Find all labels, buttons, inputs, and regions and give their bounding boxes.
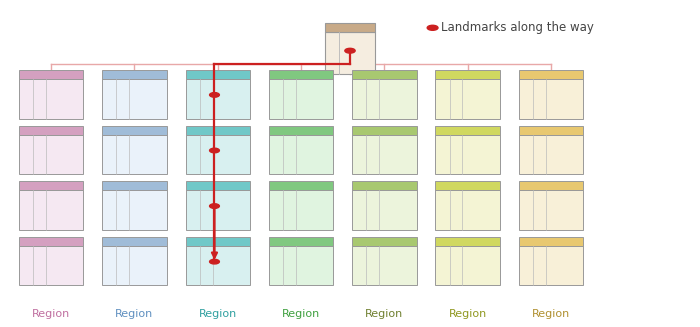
Bar — [269, 79, 333, 119]
Bar — [186, 190, 250, 230]
Bar — [19, 135, 83, 174]
Bar — [269, 246, 333, 285]
Bar — [269, 126, 333, 135]
Bar — [435, 190, 500, 230]
Bar — [186, 70, 250, 79]
Bar — [102, 135, 167, 174]
Bar — [102, 246, 167, 285]
Bar — [352, 190, 416, 230]
Bar — [19, 79, 83, 119]
Bar — [435, 181, 500, 190]
Bar — [435, 70, 500, 79]
Text: Landmarks along the way: Landmarks along the way — [442, 21, 594, 34]
Bar — [186, 246, 250, 285]
Bar — [186, 135, 250, 174]
Bar — [19, 237, 83, 246]
Bar — [269, 135, 333, 174]
Text: Region: Region — [365, 309, 403, 319]
Bar — [352, 70, 416, 79]
Text: Region: Region — [532, 309, 570, 319]
Bar — [352, 246, 416, 285]
Circle shape — [427, 25, 438, 30]
Bar — [102, 190, 167, 230]
Bar — [19, 190, 83, 230]
Bar — [19, 246, 83, 285]
Bar — [519, 190, 583, 230]
Bar — [186, 237, 250, 246]
Circle shape — [345, 48, 355, 53]
Bar — [102, 181, 167, 190]
Bar — [269, 181, 333, 190]
Bar — [19, 70, 83, 79]
Bar — [186, 126, 250, 135]
Text: Region: Region — [116, 309, 153, 319]
Bar — [19, 126, 83, 135]
Bar — [519, 237, 583, 246]
Text: Region: Region — [32, 309, 70, 319]
Circle shape — [209, 93, 219, 97]
Bar — [352, 181, 416, 190]
Bar — [269, 190, 333, 230]
Bar — [519, 126, 583, 135]
Bar — [102, 70, 167, 79]
Bar — [186, 181, 250, 190]
Bar — [519, 181, 583, 190]
Bar — [519, 135, 583, 174]
Bar — [435, 126, 500, 135]
Bar — [435, 135, 500, 174]
Bar — [269, 70, 333, 79]
Text: Region: Region — [199, 309, 237, 319]
Text: Region: Region — [282, 309, 320, 319]
Circle shape — [209, 148, 219, 153]
Bar — [186, 79, 250, 119]
Bar — [269, 237, 333, 246]
Bar — [435, 237, 500, 246]
Bar — [325, 32, 375, 74]
Text: Region: Region — [449, 309, 486, 319]
Bar — [102, 79, 167, 119]
Circle shape — [209, 259, 219, 264]
Bar — [435, 79, 500, 119]
Bar — [519, 70, 583, 79]
Circle shape — [209, 204, 219, 208]
Bar — [352, 126, 416, 135]
Bar — [519, 79, 583, 119]
Bar — [352, 135, 416, 174]
Bar — [102, 237, 167, 246]
Bar — [519, 246, 583, 285]
Bar — [19, 181, 83, 190]
Bar — [102, 126, 167, 135]
Bar — [352, 79, 416, 119]
Bar — [352, 237, 416, 246]
Bar — [325, 23, 375, 32]
Bar — [435, 246, 500, 285]
